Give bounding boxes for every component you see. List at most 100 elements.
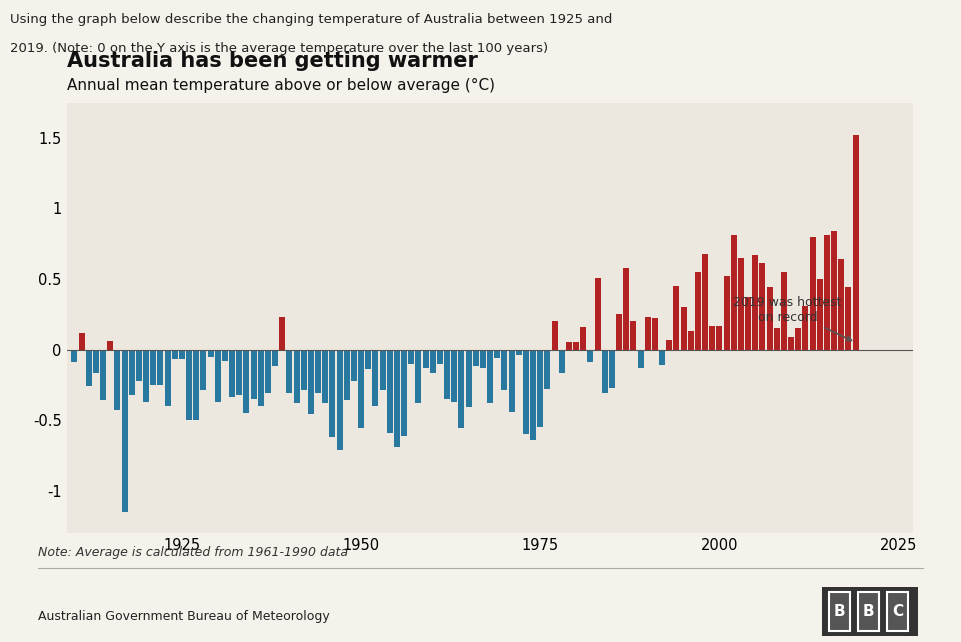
FancyBboxPatch shape bbox=[887, 592, 908, 630]
Bar bbox=[674, 286, 679, 349]
Bar bbox=[774, 328, 779, 349]
Bar bbox=[637, 349, 644, 368]
Bar bbox=[831, 231, 837, 349]
Bar bbox=[709, 325, 715, 349]
Text: Note: Average is calculated from 1961-1990 data: Note: Average is calculated from 1961-19… bbox=[38, 546, 349, 559]
Bar bbox=[243, 349, 250, 413]
Bar bbox=[330, 349, 335, 437]
Bar bbox=[222, 349, 228, 361]
Bar bbox=[688, 331, 694, 349]
Bar bbox=[824, 235, 830, 349]
Bar bbox=[624, 268, 629, 349]
Bar bbox=[566, 342, 572, 349]
Bar bbox=[508, 349, 515, 412]
Bar bbox=[652, 318, 658, 349]
Bar bbox=[272, 349, 278, 367]
Bar bbox=[616, 315, 622, 349]
Bar bbox=[573, 342, 579, 349]
Bar bbox=[781, 272, 787, 349]
Bar bbox=[473, 349, 479, 367]
Bar bbox=[143, 349, 149, 402]
Bar bbox=[465, 349, 472, 407]
Bar bbox=[322, 349, 329, 403]
Bar bbox=[480, 349, 486, 368]
Bar bbox=[121, 349, 128, 512]
Text: Using the graph below describe the changing temperature of Australia between 192: Using the graph below describe the chang… bbox=[10, 13, 612, 26]
Bar bbox=[336, 349, 343, 449]
Bar bbox=[179, 349, 185, 360]
Bar bbox=[236, 349, 242, 395]
Bar bbox=[251, 349, 257, 399]
Bar bbox=[186, 349, 192, 420]
Bar bbox=[308, 349, 314, 414]
Bar bbox=[580, 327, 586, 349]
Bar bbox=[730, 235, 737, 349]
Text: B: B bbox=[834, 604, 846, 619]
Bar bbox=[280, 317, 285, 349]
Bar bbox=[796, 328, 801, 349]
Bar bbox=[595, 277, 601, 349]
Bar bbox=[93, 349, 99, 374]
Bar bbox=[437, 349, 443, 363]
Bar bbox=[315, 349, 321, 394]
Bar bbox=[136, 349, 142, 381]
Bar bbox=[86, 349, 92, 386]
Bar bbox=[100, 349, 106, 401]
Bar bbox=[516, 349, 522, 355]
Bar bbox=[380, 349, 385, 390]
FancyBboxPatch shape bbox=[829, 592, 850, 630]
Bar bbox=[552, 321, 557, 349]
Bar bbox=[852, 135, 859, 349]
Bar bbox=[767, 288, 773, 349]
Bar bbox=[373, 349, 379, 406]
Bar bbox=[150, 349, 157, 385]
Bar bbox=[502, 349, 507, 390]
Bar bbox=[293, 349, 300, 403]
Bar bbox=[229, 349, 235, 397]
Bar bbox=[702, 254, 708, 349]
Text: Australia has been getting warmer: Australia has been getting warmer bbox=[67, 51, 479, 71]
Bar bbox=[523, 349, 529, 434]
Text: 2019 was hottest
on record: 2019 was hottest on record bbox=[733, 296, 851, 340]
Bar bbox=[201, 349, 207, 390]
Bar bbox=[172, 349, 178, 360]
Bar bbox=[587, 349, 594, 362]
Bar bbox=[265, 349, 271, 394]
Bar bbox=[544, 349, 551, 389]
Bar bbox=[365, 349, 371, 369]
Bar bbox=[680, 308, 687, 349]
Bar bbox=[537, 349, 543, 427]
FancyBboxPatch shape bbox=[858, 592, 879, 630]
Bar bbox=[358, 349, 364, 428]
Text: Australian Government Bureau of Meteorology: Australian Government Bureau of Meteorol… bbox=[38, 610, 331, 623]
Bar bbox=[344, 349, 350, 401]
Bar bbox=[645, 317, 651, 349]
Bar bbox=[386, 349, 393, 433]
Bar bbox=[817, 279, 823, 349]
Bar bbox=[401, 349, 407, 435]
Bar bbox=[258, 349, 264, 406]
Bar bbox=[351, 349, 357, 381]
Bar bbox=[788, 337, 794, 349]
Bar bbox=[666, 340, 673, 349]
Bar bbox=[630, 321, 636, 349]
Text: Annual mean temperature above or below average (°C): Annual mean temperature above or below a… bbox=[67, 78, 495, 93]
Bar bbox=[802, 306, 808, 349]
Bar bbox=[193, 349, 199, 420]
Bar bbox=[430, 349, 436, 374]
Bar bbox=[846, 288, 851, 349]
Bar bbox=[408, 349, 414, 363]
Bar bbox=[79, 333, 85, 349]
Bar bbox=[745, 297, 752, 349]
Bar bbox=[208, 349, 213, 356]
Bar bbox=[838, 259, 845, 349]
Bar bbox=[494, 349, 501, 358]
Bar bbox=[214, 349, 221, 402]
Bar bbox=[724, 276, 729, 349]
Bar bbox=[659, 349, 665, 365]
Bar bbox=[602, 349, 607, 394]
Text: B: B bbox=[863, 604, 875, 619]
Bar bbox=[695, 272, 701, 349]
Bar bbox=[164, 349, 171, 406]
Bar bbox=[114, 349, 120, 410]
